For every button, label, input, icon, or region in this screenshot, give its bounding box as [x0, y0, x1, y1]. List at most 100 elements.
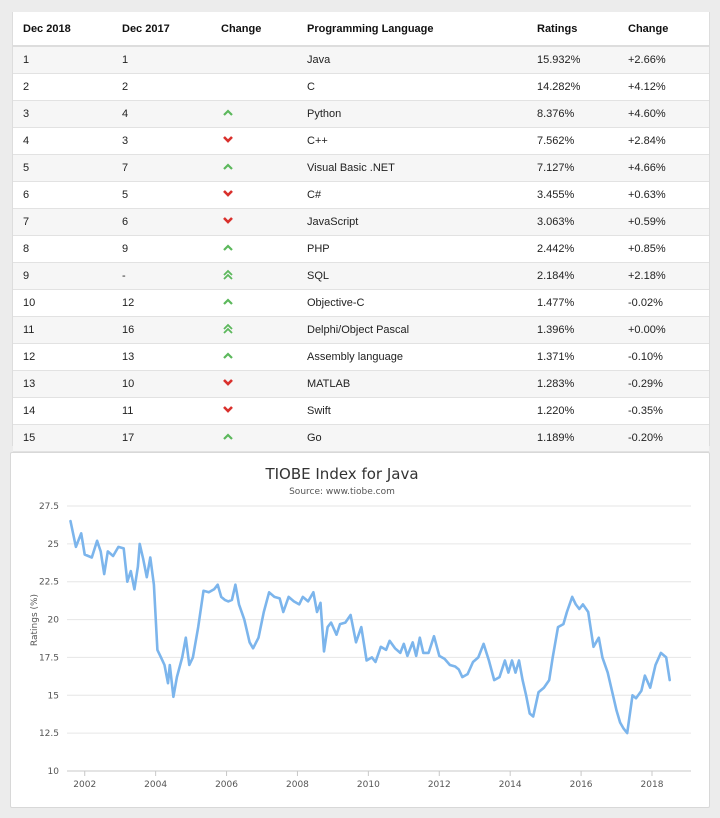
language-cell: C++: [297, 127, 527, 155]
rank-2018-cell: 2: [13, 73, 112, 101]
chevron-up-icon: [221, 241, 235, 253]
chevron-down-icon: [221, 403, 235, 415]
rank-2018-cell: 14: [13, 397, 112, 425]
change-cell: +4.60%: [618, 100, 709, 128]
y-axis-label: Ratings (%): [30, 594, 40, 646]
header-ratings[interactable]: Ratings: [527, 12, 618, 47]
y-tick-label: 12.5: [39, 729, 59, 739]
table-row[interactable]: 7 6 JavaScript 3.063% +0.59%: [13, 208, 709, 236]
rank-2018-cell: 11: [13, 316, 112, 344]
x-tick-label: 2016: [570, 780, 593, 790]
rank-2017-cell: 4: [112, 100, 211, 128]
change-cell: +0.85%: [618, 235, 709, 263]
rank-2018-cell: 12: [13, 343, 112, 371]
header-dec-2018[interactable]: Dec 2018: [13, 12, 112, 47]
table-row[interactable]: 9- SQL 2.184% +2.18%: [13, 262, 709, 290]
rank-2017-cell: 3: [112, 127, 211, 155]
trend-cell: [211, 127, 297, 155]
chevron-up-icon: [221, 349, 235, 361]
rating-cell: 1.396%: [527, 316, 618, 344]
rank-2018-cell: 6: [13, 181, 112, 209]
rank-2018-cell: 5: [13, 154, 112, 182]
trend-cell: [211, 100, 297, 128]
change-cell: -0.35%: [618, 397, 709, 425]
chevron-down-icon: [221, 133, 235, 145]
language-cell: Python: [297, 100, 527, 128]
chevron-down-icon: [221, 187, 235, 199]
x-tick-label: 2006: [215, 780, 238, 790]
rank-2017-cell: 16: [112, 316, 211, 344]
rank-2018-cell: 10: [13, 289, 112, 317]
ranking-table: Dec 2018 Dec 2017 Change Programming Lan…: [13, 12, 709, 452]
trend-cell: [211, 316, 297, 344]
header-change[interactable]: Change: [211, 12, 297, 47]
trend-cell: [211, 235, 297, 263]
table-row[interactable]: 8 9 PHP 2.442% +0.85%: [13, 235, 709, 263]
table-row[interactable]: 6 5 C# 3.455% +0.63%: [13, 181, 709, 209]
change-cell: -0.29%: [618, 370, 709, 398]
trend-cell: [211, 343, 297, 371]
y-tick-label: 27.5: [39, 502, 59, 512]
header-dec-2017[interactable]: Dec 2017: [112, 12, 211, 47]
table-row[interactable]: 11 16 Delphi/Object Pascal 1.396% +0.00%: [13, 316, 709, 344]
y-tick-label: 15: [48, 691, 59, 701]
rating-cell: 2.442%: [527, 235, 618, 263]
rank-2018-cell: 1: [13, 46, 112, 74]
x-tick-label: 2008: [286, 780, 309, 790]
table-row[interactable]: 1 1 Java 15.932% +2.66%: [13, 46, 709, 74]
change-cell: +4.66%: [618, 154, 709, 182]
table-row[interactable]: 12 13 Assembly language 1.371% -0.10%: [13, 343, 709, 371]
rating-cell: 1.189%: [527, 424, 618, 452]
series-line-java: [69, 519, 671, 735]
table-row[interactable]: 4 3 C++ 7.562% +2.84%: [13, 127, 709, 155]
table-header-row: Dec 2018 Dec 2017 Change Programming Lan…: [13, 12, 709, 47]
header-programming-language[interactable]: Programming Language: [297, 12, 527, 47]
x-tick-label: 2002: [73, 780, 96, 790]
x-tick-label: 2004: [144, 780, 167, 790]
language-cell: Go: [297, 424, 527, 452]
rating-cell: 2.184%: [527, 262, 618, 290]
language-cell: MATLAB: [297, 370, 527, 398]
table-row[interactable]: 2 2 C 14.282% +4.12%: [13, 73, 709, 101]
table-row[interactable]: 3 4 Python 8.376% +4.60%: [13, 100, 709, 128]
double-chevron-up-icon: [221, 322, 235, 334]
rank-2017-cell: 17: [112, 424, 211, 452]
table-row[interactable]: 14 11 Swift 1.220% -0.35%: [13, 397, 709, 425]
table-row[interactable]: 13 10 MATLAB 1.283% -0.29%: [13, 370, 709, 398]
rank-2018-cell: 7: [13, 208, 112, 236]
chevron-down-icon: [221, 376, 235, 388]
language-cell: Objective-C: [297, 289, 527, 317]
rank-2017-cell: 11: [112, 397, 211, 425]
language-cell: C: [297, 73, 527, 101]
trend-cell: [211, 262, 297, 290]
language-cell: Visual Basic .NET: [297, 154, 527, 182]
rating-cell: 7.127%: [527, 154, 618, 182]
x-tick-label: 2010: [357, 780, 380, 790]
rank-2017-cell: 13: [112, 343, 211, 371]
trend-cell: [211, 46, 297, 74]
table-row[interactable]: 10 12 Objective-C 1.477% -0.02%: [13, 289, 709, 317]
rating-cell: 3.063%: [527, 208, 618, 236]
table-row[interactable]: 15 17 Go 1.189% -0.20%: [13, 424, 709, 452]
rating-cell: 1.371%: [527, 343, 618, 371]
rating-cell: 7.562%: [527, 127, 618, 155]
y-tick-label: 25: [48, 540, 59, 550]
language-cell: Java: [297, 46, 527, 74]
language-cell: JavaScript: [297, 208, 527, 236]
table-row[interactable]: 5 7 Visual Basic .NET 7.127% +4.66%: [13, 154, 709, 182]
y-tick-label: 10: [48, 767, 60, 777]
trend-cell: [211, 289, 297, 317]
language-cell: SQL: [297, 262, 527, 290]
chart-title: TIOBE Index for Java: [264, 465, 418, 483]
rating-cell: 15.932%: [527, 46, 618, 74]
change-cell: +2.18%: [618, 262, 709, 290]
rank-2017-cell: -: [112, 262, 211, 290]
header-rating-change[interactable]: Change: [618, 12, 709, 47]
rank-2017-cell: 1: [112, 46, 211, 74]
change-cell: -0.20%: [618, 424, 709, 452]
chevron-up-icon: [221, 160, 235, 172]
ranking-table-body: 1 1 Java 15.932% +2.66% 2 2 C 14.282% +4.12% 3 4 Pyt…: [13, 46, 709, 452]
rank-2017-cell: 5: [112, 181, 211, 209]
double-chevron-up-icon: [221, 268, 235, 280]
rating-cell: 1.477%: [527, 289, 618, 317]
